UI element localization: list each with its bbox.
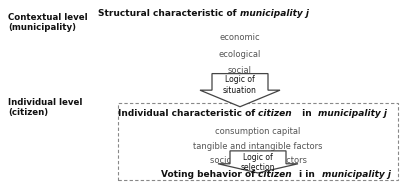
Text: municipality j: municipality j xyxy=(318,109,387,118)
Text: Contextual level
(municipality): Contextual level (municipality) xyxy=(8,13,88,32)
Polygon shape xyxy=(218,151,298,173)
Polygon shape xyxy=(200,74,280,107)
Text: Individual level
(citizen): Individual level (citizen) xyxy=(8,98,82,117)
Text: ecological: ecological xyxy=(219,50,261,59)
Text: Voting behavior of: Voting behavior of xyxy=(161,170,258,179)
Text: Logic of
selection: Logic of selection xyxy=(241,153,275,172)
Text: social: social xyxy=(228,66,252,75)
Text: i in: i in xyxy=(299,170,318,179)
Text: socio-economic factors: socio-economic factors xyxy=(210,156,306,165)
Text: Individual characteristic of: Individual characteristic of xyxy=(118,109,258,118)
Text: Structural characteristic of: Structural characteristic of xyxy=(98,9,240,18)
Text: economic: economic xyxy=(220,33,260,42)
Text: in: in xyxy=(299,109,315,118)
Text: consumption capital: consumption capital xyxy=(215,127,301,136)
Text: citizen: citizen xyxy=(258,109,295,118)
Text: tangible and intangible factors: tangible and intangible factors xyxy=(193,142,323,151)
Text: citizen: citizen xyxy=(258,170,295,179)
Text: municipality j: municipality j xyxy=(322,170,392,179)
Text: Logic of
situation: Logic of situation xyxy=(223,75,257,95)
Text: municipality j: municipality j xyxy=(240,9,309,18)
